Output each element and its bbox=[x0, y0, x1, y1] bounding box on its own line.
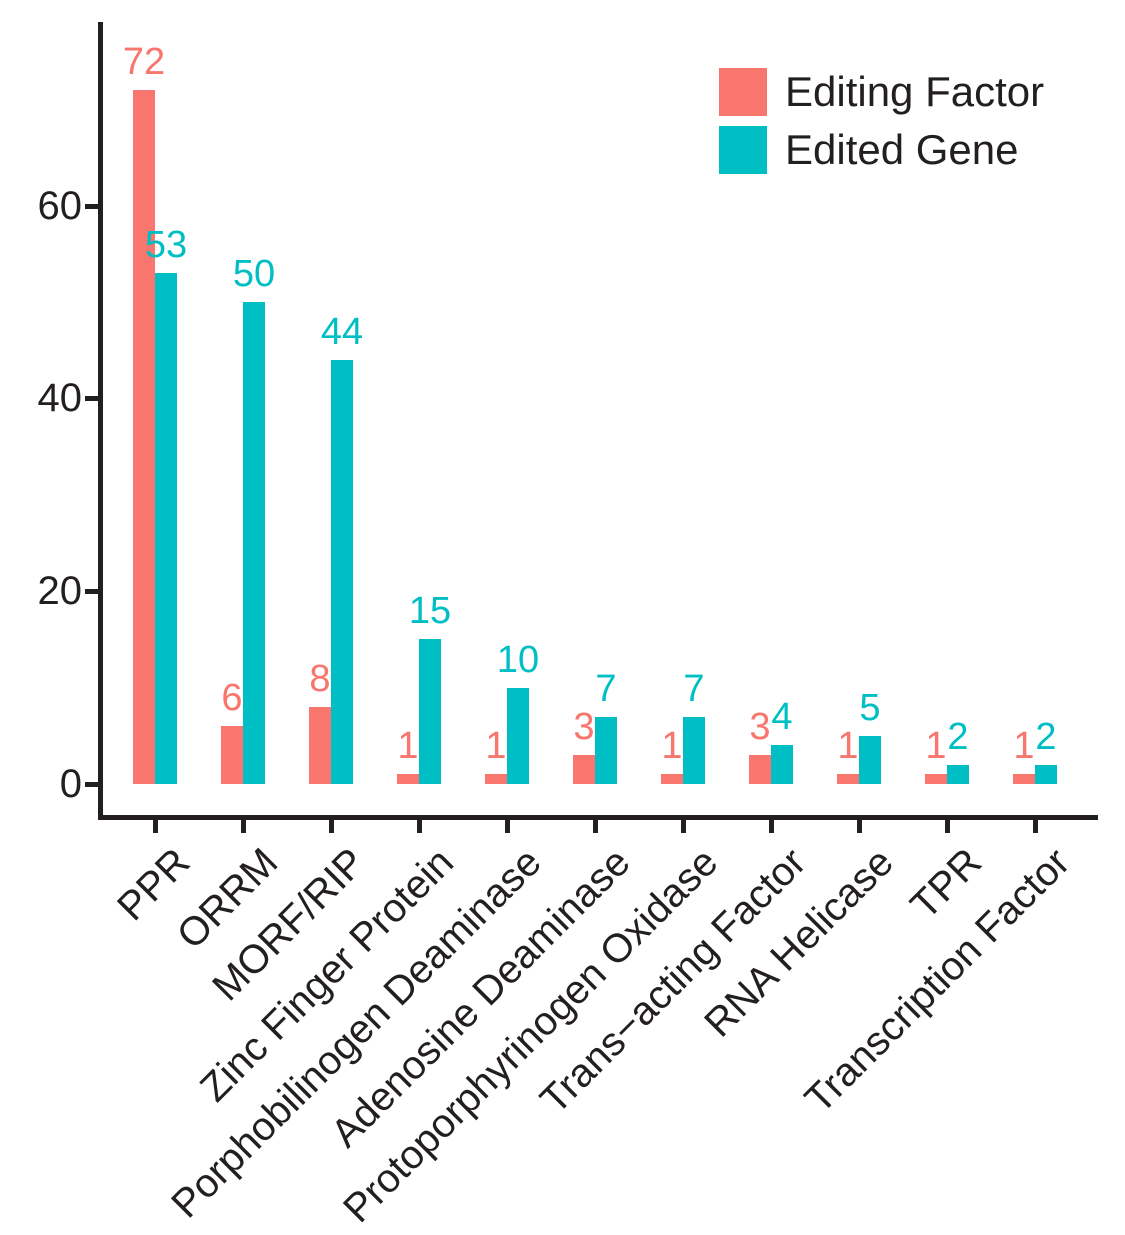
bar-value-label: 1 bbox=[1013, 725, 1035, 768]
bar-value-label: 1 bbox=[837, 725, 859, 768]
x-tick-mark bbox=[241, 820, 246, 833]
legend-item-edited-gene: Edited Gene bbox=[719, 126, 1044, 174]
y-tick-mark bbox=[85, 203, 98, 209]
legend-label-editing-factor: Editing Factor bbox=[785, 68, 1045, 115]
bar-editing-factor bbox=[573, 755, 595, 784]
bar-value-label: 1 bbox=[485, 725, 507, 768]
legend-swatch-edited-gene-icon bbox=[719, 126, 767, 174]
y-tick-label: 60 bbox=[37, 183, 83, 228]
bar-edited-gene bbox=[507, 687, 529, 784]
bar-value-label: 1 bbox=[925, 725, 947, 768]
bar-value-label: 44 bbox=[320, 310, 364, 353]
legend: Editing Factor Edited Gene bbox=[719, 68, 1044, 184]
y-tick-label: 20 bbox=[37, 569, 83, 614]
bar-edited-gene bbox=[419, 639, 441, 784]
bar-value-label: 1 bbox=[397, 725, 419, 768]
x-tick-mark bbox=[329, 820, 334, 833]
bar-value-label: 53 bbox=[144, 224, 188, 267]
bar-edited-gene bbox=[331, 359, 353, 784]
bar-editing-factor bbox=[221, 726, 243, 784]
bar-value-label: 7 bbox=[595, 667, 617, 710]
bar-value-label: 2 bbox=[947, 715, 969, 758]
bar-editing-factor bbox=[397, 774, 419, 784]
x-axis-line bbox=[98, 815, 1098, 820]
bar-editing-factor bbox=[485, 774, 507, 784]
x-tick-mark bbox=[857, 820, 862, 833]
bar-edited-gene bbox=[155, 273, 177, 784]
x-tick-mark bbox=[153, 820, 158, 833]
bar-value-label: 8 bbox=[309, 657, 331, 700]
x-tick-mark bbox=[593, 820, 598, 833]
bar-edited-gene bbox=[1035, 764, 1057, 784]
bar-value-label: 4 bbox=[771, 696, 793, 739]
bar-edited-gene bbox=[595, 716, 617, 784]
y-tick-mark bbox=[85, 396, 98, 402]
legend-swatch-editing-factor-icon bbox=[719, 68, 767, 116]
bar-value-label: 15 bbox=[408, 590, 452, 633]
legend-item-editing-factor: Editing Factor bbox=[719, 68, 1044, 116]
bar-value-label: 3 bbox=[749, 706, 771, 749]
y-axis-line bbox=[98, 22, 103, 820]
legend-label-edited-gene: Edited Gene bbox=[785, 126, 1019, 173]
bar-value-label: 50 bbox=[232, 253, 276, 295]
y-tick-label: 40 bbox=[37, 376, 83, 421]
y-tick-mark bbox=[85, 782, 98, 787]
x-tick-mark bbox=[1033, 820, 1038, 833]
bar-editing-factor bbox=[661, 774, 683, 784]
bar-editing-factor bbox=[133, 89, 155, 784]
x-tick-mark bbox=[417, 820, 422, 833]
bar-editing-factor bbox=[837, 774, 859, 784]
bar-value-label: 6 bbox=[221, 677, 243, 720]
bar-editing-factor bbox=[309, 706, 331, 784]
bar-editing-factor bbox=[749, 755, 771, 784]
y-tick-label: 0 bbox=[59, 762, 82, 806]
bar-value-label: 7 bbox=[683, 667, 705, 710]
bar-edited-gene bbox=[683, 716, 705, 784]
bar-editing-factor bbox=[1013, 774, 1035, 784]
bar-value-label: 5 bbox=[859, 686, 881, 729]
bar-edited-gene bbox=[947, 764, 969, 784]
x-tick-mark bbox=[769, 820, 774, 833]
bar-edited-gene bbox=[771, 745, 793, 784]
bar-edited-gene bbox=[859, 735, 881, 784]
bar-edited-gene bbox=[243, 302, 265, 784]
bar-value-label: 10 bbox=[496, 638, 540, 681]
y-tick-mark bbox=[85, 589, 98, 595]
bar-value-label: 3 bbox=[573, 706, 595, 749]
bar-value-label: 2 bbox=[1035, 715, 1057, 758]
bar-value-label: 72 bbox=[122, 40, 166, 83]
x-tick-mark bbox=[681, 820, 686, 833]
bar-editing-factor bbox=[925, 774, 947, 784]
bar-value-label: 1 bbox=[661, 725, 683, 768]
x-tick-mark bbox=[945, 820, 950, 833]
x-tick-mark bbox=[505, 820, 510, 833]
